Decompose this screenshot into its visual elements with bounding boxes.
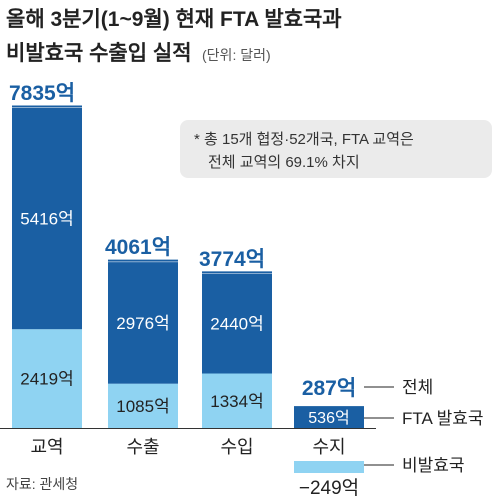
bar-fta-import — [202, 273, 272, 374]
label-total-balance: 287억 — [302, 377, 356, 400]
note-line-2: 전체 교역의 69.1% 차지 — [208, 154, 360, 171]
chart-subtitle: 비발효국 수출입 실적 (단위: 달러) — [6, 42, 271, 65]
label-total-export: 4061억 — [105, 236, 171, 259]
legend-label-fta: FTA 발효국 — [402, 409, 484, 428]
label-fta-trade: 5416억 — [20, 210, 73, 229]
chart-title: 올해 3분기(1~9월) 현재 FTA 발효국과 — [6, 8, 342, 31]
bar-non-fta-trade — [12, 329, 82, 428]
bar-fta-export — [108, 262, 178, 384]
label-fta-export: 2976억 — [116, 314, 169, 333]
bar-non-fta-export — [108, 383, 178, 428]
bar-fta-balance — [294, 406, 364, 428]
legend: 전체 FTA 발효국 비발효국 — [364, 378, 484, 475]
unit-label: (단위: 달러) — [202, 47, 271, 63]
label-total-import: 3774억 — [199, 248, 265, 271]
legend-label-non-fta: 비발효국 — [402, 456, 465, 475]
label-non-fta-export: 1085억 — [116, 397, 169, 416]
label-fta-balance: 536억 — [308, 409, 349, 427]
category-label-balance: 수지 — [312, 437, 345, 457]
source-text: 자료: 관세청 — [6, 476, 78, 492]
note-line-1: * 총 15개 협정·52개국, FTA 교역은 — [194, 131, 414, 148]
label-total-trade: 7835억 — [9, 82, 75, 105]
label-non-fta-balance: −249억 — [299, 477, 359, 498]
chart-subtitle-main: 비발효국 수출입 실적 — [6, 42, 192, 65]
label-fta-import: 2440억 — [210, 315, 263, 334]
bar-non-fta-import — [202, 373, 272, 428]
label-non-fta-trade: 2419억 — [20, 370, 73, 389]
bar-non-fta-balance — [294, 461, 364, 473]
category-label-export: 수출 — [126, 437, 159, 457]
legend-label-total: 전체 — [402, 378, 433, 397]
category-label-import: 수입 — [220, 437, 253, 457]
bar-fta-trade — [12, 108, 82, 330]
category-label-trade: 교역 — [30, 437, 63, 457]
label-non-fta-import: 1334억 — [210, 392, 263, 411]
note-box — [180, 120, 492, 178]
